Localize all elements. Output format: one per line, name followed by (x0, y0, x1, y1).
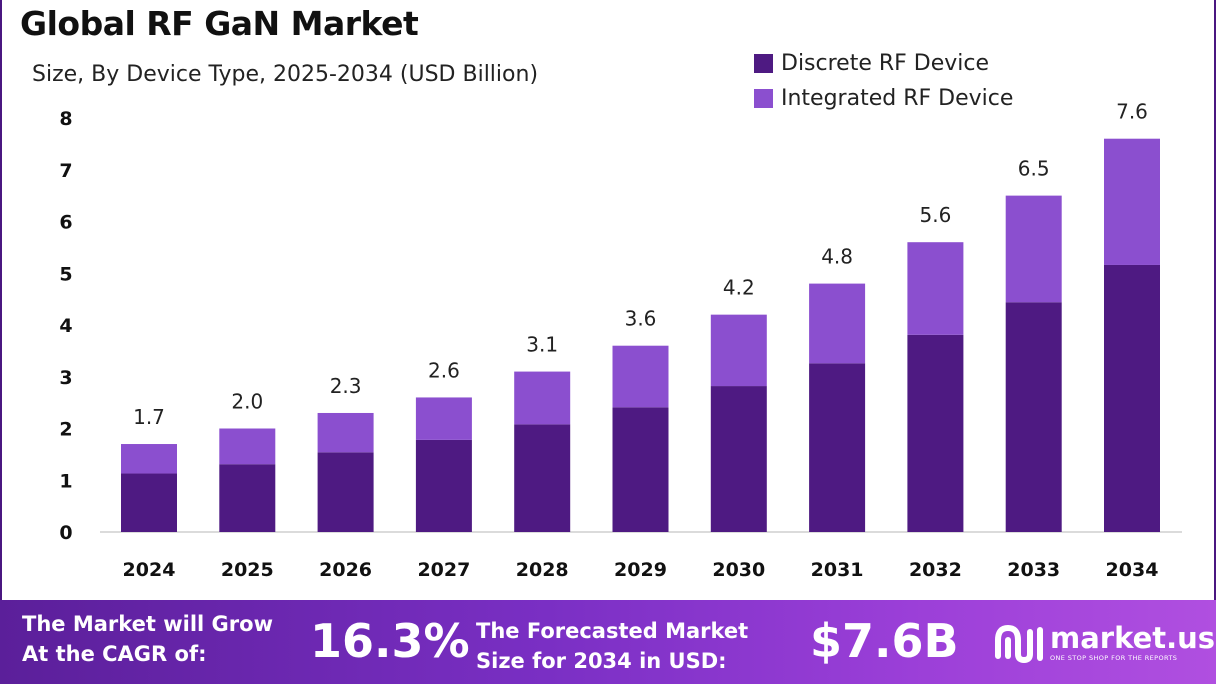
bar-integrated-2025 (219, 428, 276, 465)
bar-discrete-2030 (710, 386, 767, 532)
footer-banner: The Market will Grow At the CAGR of: 16.… (0, 600, 1216, 684)
legend-swatch-integrated (754, 89, 773, 108)
y-tick-label-6: 6 (59, 212, 72, 234)
y-tick-label-7: 7 (59, 160, 72, 182)
x-tick-label-2031: 2031 (811, 559, 864, 581)
total-label-2031: 4.8 (821, 245, 853, 269)
legend-item-integrated: Integrated RF Device (754, 81, 1013, 116)
y-tick-label-4: 4 (59, 315, 72, 337)
chart-frame (0, 0, 1216, 600)
cagr-caption-line1: The Market will Grow (22, 612, 273, 636)
forecast-caption-line1: The Forecasted Market (476, 619, 749, 643)
total-label-2028: 3.1 (526, 333, 558, 357)
bar-integrated-2031 (809, 283, 866, 364)
x-tick-label-2029: 2029 (614, 559, 667, 581)
total-label-2032: 5.6 (919, 203, 951, 227)
bar-discrete-2028 (514, 424, 571, 532)
x-tick-label-2030: 2030 (712, 559, 765, 581)
bar-discrete-2033 (1005, 302, 1062, 532)
y-tick-label-8: 8 (59, 108, 72, 130)
total-label-2029: 3.6 (625, 307, 657, 331)
y-tick-label-0: 0 (59, 522, 72, 544)
chart-legend: Discrete RF Device Integrated RF Device (754, 46, 1013, 116)
bar-discrete-2024 (121, 473, 177, 532)
total-label-2034: 7.6 (1116, 100, 1148, 124)
bar-discrete-2026 (317, 452, 374, 532)
bar-discrete-2034 (1104, 264, 1160, 532)
bar-integrated-2029 (612, 345, 669, 408)
bar-chart: 0 1 2 3 4 5 6 7 8 1.7 2024 2.0 2025 2.3 2026 2.6 2027 3.1… (59, 100, 1182, 581)
bar-discrete-2029 (612, 407, 669, 532)
brand-name: market.us (1050, 621, 1216, 655)
brand-logo: market.us ONE STOP SHOP FOR THE REPORTS (992, 618, 1215, 666)
total-label-2027: 2.6 (428, 358, 460, 382)
x-tick-label-2025: 2025 (221, 559, 274, 581)
legend-label-discrete: Discrete RF Device (781, 51, 990, 76)
forecast-caption-line2: Size for 2034 in USD: (476, 649, 727, 673)
x-tick-label-2032: 2032 (909, 559, 962, 581)
y-tick-label-5: 5 (59, 263, 72, 285)
x-tick-label-2024: 2024 (123, 559, 176, 581)
legend-item-discrete: Discrete RF Device (754, 46, 1013, 81)
bar-integrated-2030 (710, 314, 767, 387)
chart-subtitle: Size, By Device Type, 2025-2034 (USD Bil… (32, 62, 539, 87)
bar-integrated-2026 (317, 412, 374, 453)
y-tick-label-3: 3 (59, 367, 72, 389)
x-tick-label-2027: 2027 (417, 559, 470, 581)
cagr-caption-line2: At the CAGR of: (22, 642, 207, 666)
bar-integrated-2032 (907, 242, 964, 335)
total-label-2025: 2.0 (231, 390, 263, 414)
bar-integrated-2028 (514, 371, 571, 425)
market-us-logo-icon (995, 624, 1043, 664)
total-label-2033: 6.5 (1018, 157, 1050, 181)
cagr-value: 16.3% (310, 614, 470, 668)
chart-title: Global RF GaN Market (20, 4, 419, 43)
x-tick-label-2034: 2034 (1106, 559, 1159, 581)
bar-discrete-2031 (809, 363, 866, 532)
total-label-2024: 1.7 (133, 405, 165, 429)
x-tick-label-2026: 2026 (319, 559, 372, 581)
bar-integrated-2024 (121, 444, 177, 474)
bar-discrete-2025 (219, 464, 276, 532)
bar-integrated-2034 (1104, 138, 1160, 265)
total-label-2030: 4.2 (723, 276, 755, 300)
y-tick-label-1: 1 (59, 470, 72, 492)
legend-label-integrated: Integrated RF Device (781, 86, 1014, 111)
x-tick-label-2028: 2028 (516, 559, 569, 581)
bar-discrete-2032 (907, 334, 964, 532)
bar-integrated-2033 (1005, 195, 1062, 303)
bar-integrated-2027 (415, 397, 472, 440)
forecast-value: $7.6B (810, 614, 959, 668)
legend-swatch-discrete (754, 54, 773, 73)
brand-tagline: ONE STOP SHOP FOR THE REPORTS (1050, 654, 1178, 662)
total-label-2026: 2.3 (330, 374, 362, 398)
y-tick-label-2: 2 (59, 419, 72, 441)
x-tick-label-2033: 2033 (1007, 559, 1060, 581)
bar-discrete-2027 (415, 439, 472, 532)
